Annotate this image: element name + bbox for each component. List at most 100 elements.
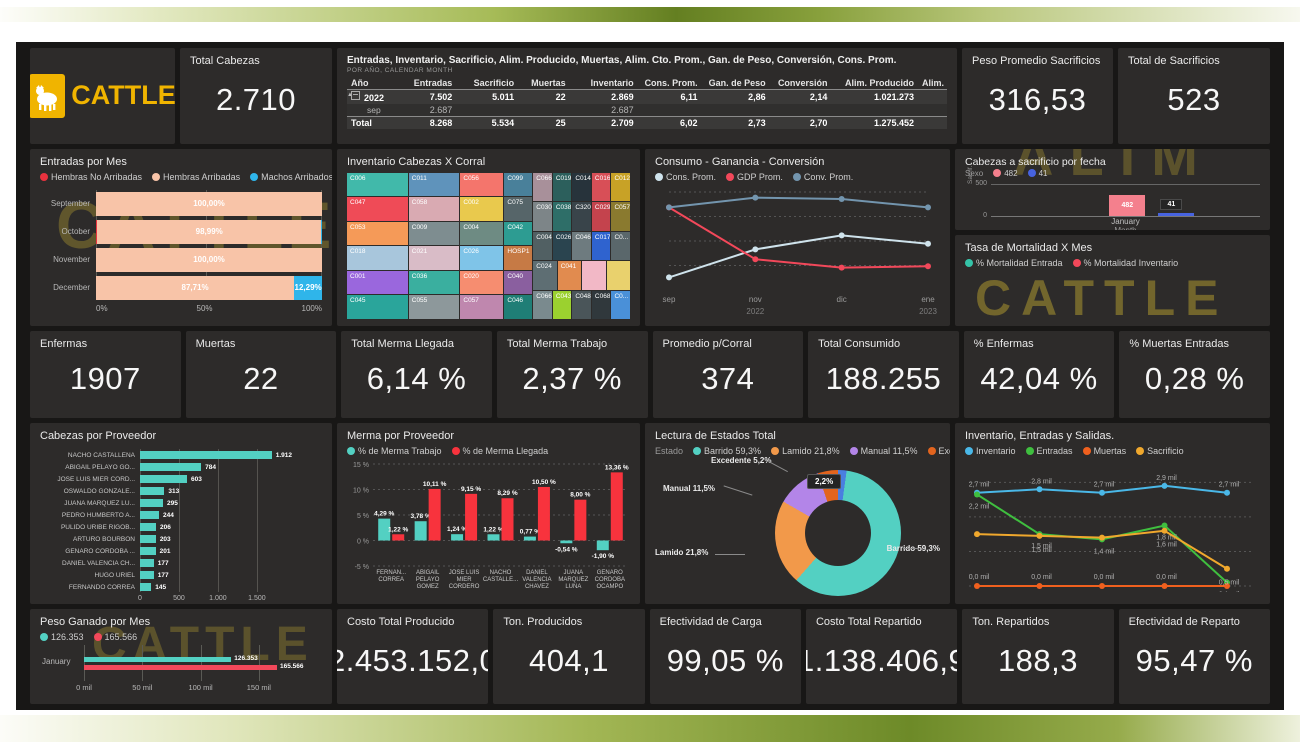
point-GDP Prom.[interactable] <box>752 256 759 263</box>
point-Inventario[interactable] <box>1036 486 1043 493</box>
point-Cons. Prom.[interactable] <box>838 232 845 239</box>
treemap-cell-C042[interactable]: C042 <box>504 221 533 246</box>
treemap-cell-C024[interactable]: C024 <box>533 261 557 290</box>
treemap-cell-C047[interactable]: C047 <box>347 197 408 221</box>
point-Conv. Prom.[interactable] <box>925 204 931 211</box>
kpi-card[interactable]: % Enfermas 42,04 % <box>963 330 1115 419</box>
treemap-cell-C001[interactable]: C001 <box>347 270 408 295</box>
treemap-cell-C041[interactable]: C041 <box>557 261 582 290</box>
treemap-cell-C048[interactable]: C048 <box>572 290 591 319</box>
treemap-cell-C053[interactable]: C053 <box>347 221 408 246</box>
legend-item[interactable]: Muertas <box>1082 446 1126 456</box>
bar[interactable] <box>140 486 165 496</box>
column-header[interactable]: Muertas <box>518 77 570 90</box>
column-header[interactable]: Inventario <box>569 77 638 90</box>
point-Sacrificio[interactable] <box>1099 534 1105 541</box>
treemap-cell-C0...[interactable]: C0... <box>611 231 630 261</box>
legend-item[interactable]: 41 <box>1027 169 1048 178</box>
kpi-card[interactable]: Ton. Repartidos 188,3 <box>962 609 1114 704</box>
treemap-cell-C004[interactable]: C004 <box>533 231 552 261</box>
bar[interactable] <box>140 474 187 484</box>
legend-item[interactable]: % Mortalidad Inventario <box>1072 258 1178 268</box>
treemap-cell-C018[interactable]: C018 <box>347 246 408 270</box>
point-GDP Prom.[interactable] <box>838 264 845 271</box>
bar[interactable] <box>140 450 272 460</box>
treemap-cell-C066[interactable]: C066 <box>533 172 552 202</box>
treemap-cell-C056[interactable]: C056 <box>460 172 504 197</box>
point-Cons. Prom.[interactable] <box>925 240 931 247</box>
point-GDP Prom.[interactable] <box>925 263 931 270</box>
column-header[interactable]: Sacrificio <box>456 77 519 90</box>
matrix-row-sep[interactable]: sep 2.687 2.687 <box>347 104 947 117</box>
treemap-cell-C026[interactable]: C026 <box>460 246 504 270</box>
treemap-cell-C026[interactable]: C026 <box>552 231 572 261</box>
legend-item[interactable]: Lamido 21,8% <box>771 446 840 456</box>
kpi-card[interactable]: Total Merma Trabajo 2,37 % <box>496 330 648 419</box>
point-Conv. Prom.[interactable] <box>752 194 759 201</box>
bar-% de Merma Llegada[interactable] <box>574 499 587 541</box>
treemap-cell-C045[interactable]: C045 <box>347 295 408 319</box>
legend-item[interactable]: Barrido 59,3% <box>693 446 761 456</box>
legend-item[interactable]: 126.353 <box>40 632 84 642</box>
point-Sacrificio[interactable] <box>974 531 980 538</box>
bar-row[interactable]: HUGO URIEL 177 <box>40 569 322 581</box>
kpi-card[interactable]: Promedio p/Corral 374 <box>652 330 804 419</box>
bar-segment[interactable]: 87,71% <box>96 275 295 300</box>
treemap-cell-C0...[interactable]: C0... <box>611 290 630 319</box>
point-Cons. Prom.[interactable] <box>666 274 672 281</box>
treemap-cell-C058[interactable]: C058 <box>408 197 460 221</box>
treemap-cell-C068[interactable]: C068 <box>591 290 611 319</box>
bar-row[interactable]: ARTURO BOURBON 203 <box>40 533 322 545</box>
kpi-card[interactable]: Efectividad de Reparto 95,47 % <box>1118 609 1270 704</box>
legend-item[interactable]: 165.566 <box>93 632 137 642</box>
kpi-card[interactable]: Costo Total Producido $2.453.152,08 <box>337 609 489 704</box>
treemap-cell-C038[interactable]: C038 <box>552 202 572 231</box>
column-header[interactable]: Entradas <box>392 77 457 90</box>
point-Muertas[interactable] <box>974 583 980 590</box>
point-Muertas[interactable] <box>1099 583 1105 590</box>
bar-% de Merma Trabajo[interactable] <box>596 540 609 551</box>
kpi-total-cabezas[interactable]: Total Cabezas 2.710 <box>180 48 332 144</box>
bar-% de Merma Llegada[interactable] <box>392 534 405 541</box>
point-Inventario[interactable] <box>1099 489 1105 496</box>
bar-% de Merma Llegada[interactable] <box>610 472 623 541</box>
kpi-total-sacrificios[interactable]: Total de Sacrificios 523 <box>1118 48 1270 144</box>
bar[interactable] <box>140 534 156 544</box>
legend-item[interactable]: Sacrificio <box>1136 446 1184 456</box>
legend-item[interactable]: GDP Prom. <box>726 172 783 182</box>
bar-row[interactable]: JOSE LUIS MIER CORD... 603 <box>40 473 322 485</box>
legend-item[interactable]: Hembras No Arribadas <box>40 172 142 182</box>
treemap-cell-C057[interactable]: C057 <box>611 202 630 231</box>
legend-item[interactable]: Excedente 5,2% <box>927 446 950 456</box>
bar-% de Merma Llegada[interactable] <box>537 486 550 541</box>
legend-item[interactable]: % de Merma Trabajo <box>347 446 442 456</box>
treemap-cell-blank[interactable] <box>606 261 631 290</box>
point-Muertas[interactable] <box>1161 583 1168 590</box>
bar-segment[interactable] <box>96 219 98 244</box>
treemap-cell-C055[interactable]: C055 <box>408 295 460 319</box>
bar-segment[interactable] <box>321 219 322 244</box>
treemap-cell-C006[interactable]: C006 <box>347 172 408 197</box>
treemap-cell-C002[interactable]: C002 <box>460 197 504 221</box>
treemap-cell-C020[interactable]: C020 <box>460 270 504 295</box>
treemap-cell-C011[interactable]: C011 <box>408 172 460 197</box>
treemap-cell-C036[interactable]: C036 <box>408 270 460 295</box>
bar-row[interactable]: DANIEL VALENCIA CH... 177 <box>40 557 322 569</box>
treemap-cell-C040[interactable]: C040 <box>504 270 533 295</box>
column-header[interactable]: Gan. de Peso <box>701 77 770 90</box>
bar-h[interactable]: 482 <box>1109 194 1146 216</box>
treemap-cell-C021[interactable]: C021 <box>408 246 460 270</box>
kpi-card[interactable]: Muertas 22 <box>185 330 337 419</box>
bar-row[interactable]: JUANA MARQUEZ LU... 295 <box>40 497 322 509</box>
treemap-cell-C012[interactable]: C012 <box>611 172 630 202</box>
kpi-card[interactable]: Enfermas 1907 <box>30 330 181 419</box>
column-header[interactable]: Año <box>347 77 393 90</box>
treemap-cell-C046[interactable]: C046 <box>572 231 591 261</box>
bar-row[interactable]: NACHO CASTALLENA 1.912 <box>40 449 322 461</box>
matrix-row-Total[interactable]: Total 8.268 5.534 25 2.709 6,02 2,73 2,70 1.275.… <box>347 116 947 129</box>
legend-item[interactable]: Inventario <box>965 446 1016 456</box>
bar-% de Merma Trabajo[interactable] <box>414 521 427 541</box>
legend-item[interactable]: Entradas <box>1025 446 1073 456</box>
bar-row[interactable]: ABIGAIL PELAYO GO... 784 <box>40 461 322 473</box>
bar[interactable] <box>140 582 152 592</box>
